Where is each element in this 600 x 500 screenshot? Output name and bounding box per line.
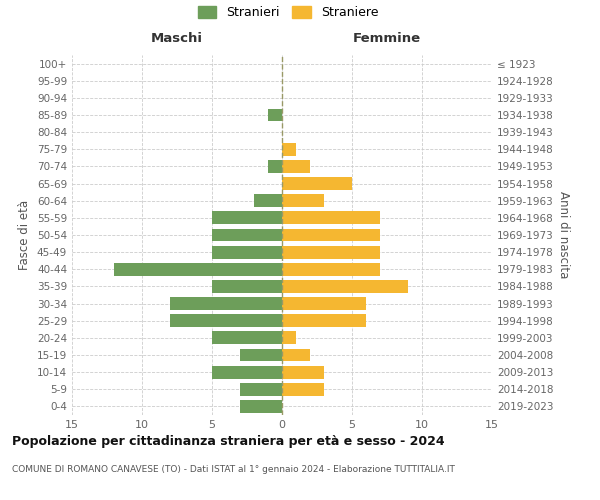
Bar: [212, 228, 282, 241]
Bar: [254, 194, 282, 207]
Bar: [240, 383, 282, 396]
Bar: [212, 212, 282, 224]
Bar: [282, 143, 296, 156]
Bar: [212, 366, 282, 378]
Bar: [170, 297, 282, 310]
Bar: [282, 246, 380, 258]
Bar: [240, 348, 282, 362]
Bar: [282, 297, 366, 310]
Bar: [282, 348, 310, 362]
Bar: [212, 332, 282, 344]
Text: COMUNE DI ROMANO CANAVESE (TO) - Dati ISTAT al 1° gennaio 2024 - Elaborazione TU: COMUNE DI ROMANO CANAVESE (TO) - Dati IS…: [12, 465, 455, 474]
Y-axis label: Anni di nascita: Anni di nascita: [557, 192, 570, 278]
Bar: [114, 263, 282, 276]
Text: Maschi: Maschi: [151, 32, 203, 44]
Bar: [268, 108, 282, 122]
Bar: [170, 314, 282, 327]
Bar: [282, 177, 352, 190]
Bar: [282, 332, 296, 344]
Text: Femmine: Femmine: [353, 32, 421, 44]
Y-axis label: Fasce di età: Fasce di età: [19, 200, 31, 270]
Bar: [282, 314, 366, 327]
Bar: [240, 400, 282, 413]
Bar: [282, 160, 310, 173]
Bar: [282, 263, 380, 276]
Bar: [282, 366, 324, 378]
Bar: [212, 246, 282, 258]
Bar: [212, 280, 282, 293]
Bar: [282, 212, 380, 224]
Bar: [282, 228, 380, 241]
Bar: [282, 194, 324, 207]
Text: Popolazione per cittadinanza straniera per età e sesso - 2024: Popolazione per cittadinanza straniera p…: [12, 435, 445, 448]
Bar: [268, 160, 282, 173]
Bar: [282, 383, 324, 396]
Bar: [282, 280, 408, 293]
Legend: Stranieri, Straniere: Stranieri, Straniere: [197, 6, 379, 19]
